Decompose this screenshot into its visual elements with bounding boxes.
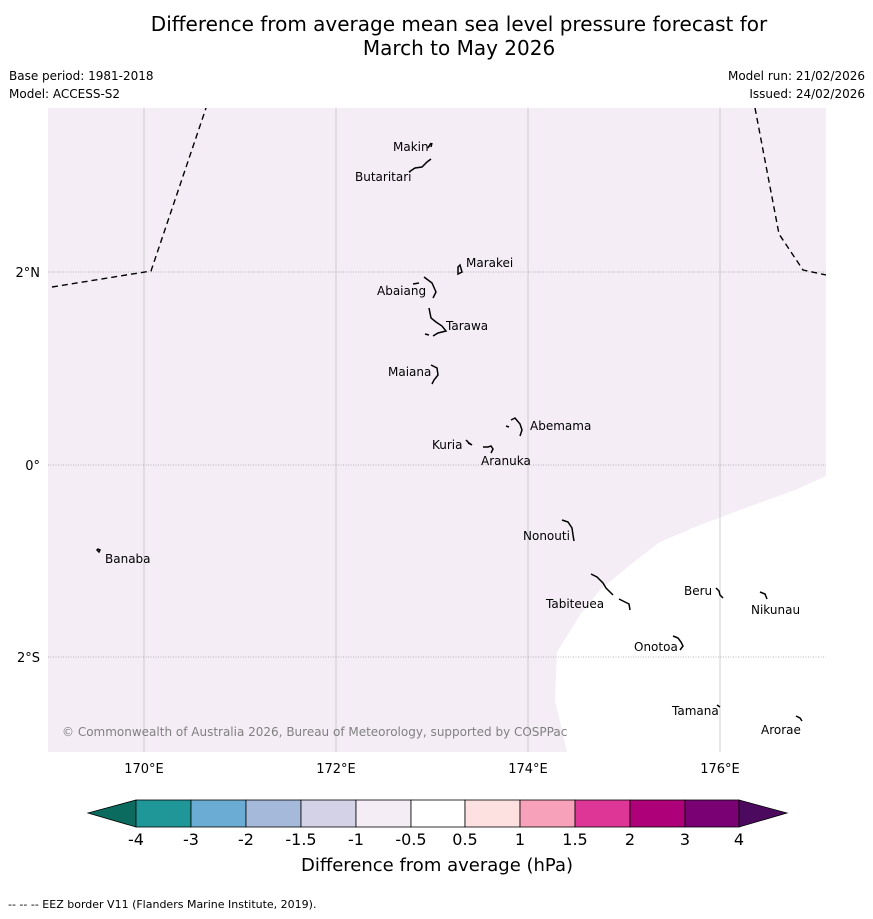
colorbar-tick-label: -4 xyxy=(128,830,144,849)
label-abaiang: Abaiang xyxy=(377,284,426,298)
map-plot-area: Makin Butaritari Marakei Abaiang Tarawa … xyxy=(48,108,826,752)
colorbar-bin xyxy=(519,799,576,828)
island-abaiang xyxy=(412,276,437,299)
colorbar-bin xyxy=(629,799,686,828)
colorbar-tick-label: -2 xyxy=(238,830,254,849)
island-abemama xyxy=(505,417,523,437)
island-outlines xyxy=(95,142,803,722)
island-maiana xyxy=(430,364,439,385)
island-tarawa xyxy=(424,307,448,337)
label-kuria: Kuria xyxy=(432,438,463,452)
gridlines xyxy=(48,108,826,752)
island-onotoa xyxy=(672,635,684,651)
colorbar-bin xyxy=(684,799,740,828)
island-nikunau xyxy=(759,591,768,600)
lon-tick-labels: 170°E 172°E 174°E 176°E xyxy=(124,762,740,777)
colorbar-bin xyxy=(135,799,192,828)
island-makin xyxy=(427,142,433,149)
lon-label-174e: 174°E xyxy=(508,762,548,777)
colorbar-bin xyxy=(464,799,521,828)
island-beru xyxy=(715,587,724,599)
label-marakei: Marakei xyxy=(466,256,513,270)
label-butaritari: Butaritari xyxy=(355,170,412,184)
label-abemama: Abemama xyxy=(530,419,591,433)
label-aranuka: Aranuka xyxy=(481,454,531,468)
eez-border-west xyxy=(51,108,207,288)
colorbar-bin xyxy=(574,799,631,828)
model-name: Model: ACCESS-S2 xyxy=(9,87,121,101)
island-kuria xyxy=(465,439,473,446)
island-labels: Makin Butaritari Marakei Abaiang Tarawa … xyxy=(105,140,801,737)
label-tabiteuea: Tabiteuea xyxy=(545,597,604,611)
lon-label-170e: 170°E xyxy=(124,762,164,777)
colorbar-tick-label: -1.5 xyxy=(285,830,316,849)
label-maiana: Maiana xyxy=(388,365,431,379)
island-tamana xyxy=(716,704,721,708)
issued-date: Issued: 24/02/2026 xyxy=(749,87,865,101)
eez-border-note: -- -- -- EEZ border V11 (Flanders Marine… xyxy=(8,898,317,911)
eez-borders xyxy=(51,108,826,288)
island-banaba xyxy=(95,548,102,554)
colorbar-tick-label: 1 xyxy=(515,830,525,849)
colorbar-label: Difference from average (hPa) xyxy=(301,855,573,876)
model-run: Model run: 21/02/2026 xyxy=(727,69,865,83)
colorbar-tick-label: 2 xyxy=(625,830,635,849)
shaded-anomaly-region xyxy=(48,108,826,752)
colorbar-tick-label: -3 xyxy=(183,830,199,849)
colorbar-tick-label: 3 xyxy=(680,830,690,849)
label-beru: Beru xyxy=(684,584,712,598)
label-nonouti: Nonouti xyxy=(523,529,570,543)
label-tarawa: Tarawa xyxy=(445,319,488,333)
colorbar-over-extension xyxy=(738,799,789,828)
label-nikunau: Nikunau xyxy=(751,603,800,617)
colorbar-bin xyxy=(410,799,466,828)
lon-label-172e: 172°E xyxy=(316,762,356,777)
colorbar-tick-label: 4 xyxy=(734,830,744,849)
lat-label-2s: 2°S xyxy=(17,651,40,666)
colorbar-tick-label: 1.5 xyxy=(562,830,587,849)
island-butaritari xyxy=(408,158,432,173)
label-onotoa: Onotoa xyxy=(634,640,678,654)
colorbar-tick-labels: -4 -3 -2 -1.5 -1 -0.5 0.5 1 1.5 2 3 4 xyxy=(128,830,744,849)
colorbar-under-extension xyxy=(86,799,137,828)
island-arorae xyxy=(795,715,803,722)
eez-border-east xyxy=(754,108,826,276)
colorbar-tick-label: -0.5 xyxy=(395,830,426,849)
label-arorae: Arorae xyxy=(761,723,801,737)
label-tamana: Tamana xyxy=(671,704,719,718)
colorbar-bin xyxy=(355,799,412,828)
colorbar-tick-label: -1 xyxy=(348,830,364,849)
label-banaba: Banaba xyxy=(105,552,151,566)
base-period: Base period: 1981-2018 xyxy=(9,69,154,83)
island-marakei xyxy=(457,263,463,276)
colorbar-tick-label: 0.5 xyxy=(452,830,477,849)
island-nonouti xyxy=(561,519,575,542)
island-tabiteuea xyxy=(590,573,631,611)
lat-tick-labels: 2°N 0° 2°S xyxy=(16,266,41,666)
colorbar-bin xyxy=(300,799,357,828)
copyright-notice: © Commonwealth of Australia 2026, Bureau… xyxy=(62,725,567,739)
lat-label-2n: 2°N xyxy=(16,266,41,281)
colorbar: -4 -3 -2 -1.5 -1 -0.5 0.5 1 1.5 2 3 4 Di… xyxy=(86,799,789,876)
label-makin: Makin xyxy=(393,140,429,154)
meta-left: Base period: 1981-2018 Model: ACCESS-S2 xyxy=(9,67,154,103)
lat-label-0: 0° xyxy=(25,459,40,474)
title-line-1: Difference from average mean sea level p… xyxy=(150,12,768,36)
colorbar-bin xyxy=(190,799,247,828)
lon-label-176e: 176°E xyxy=(700,762,740,777)
island-aranuka xyxy=(483,445,494,454)
meta-right: Model run: 21/02/2026 Issued: 24/02/2026 xyxy=(728,67,865,103)
title-line-2: March to May 2026 xyxy=(362,36,556,60)
colorbar-bin xyxy=(245,799,302,828)
chart-title: Difference from average mean sea level p… xyxy=(0,12,873,60)
